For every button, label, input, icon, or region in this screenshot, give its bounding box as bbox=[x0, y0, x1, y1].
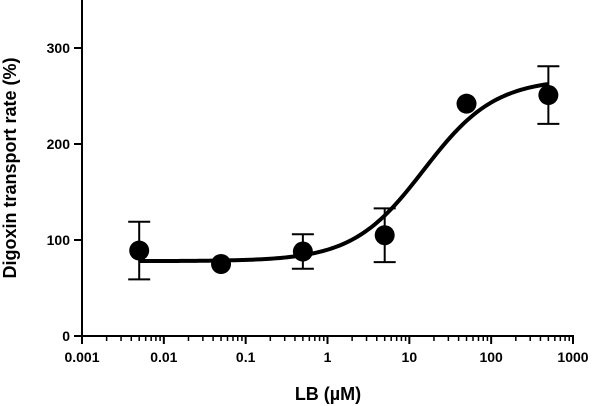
data-points bbox=[129, 85, 559, 274]
axes bbox=[81, 0, 574, 337]
x-tick-label: 100 bbox=[479, 349, 503, 365]
y-tick-label: 300 bbox=[47, 40, 71, 56]
y-tick-label: 100 bbox=[47, 232, 71, 248]
y-axis-ticks: 0 100 200 300 bbox=[47, 40, 82, 344]
data-point bbox=[292, 241, 313, 262]
x-tick-label: 0.001 bbox=[64, 349, 99, 365]
x-axis-ticks: 0.001 0.01 0.1 1 10 100 1000 bbox=[64, 336, 589, 365]
x-tick-label: 0.1 bbox=[236, 349, 256, 365]
data-point bbox=[538, 85, 559, 106]
x-tick-label: 10 bbox=[402, 349, 418, 365]
x-tick-label: 1000 bbox=[557, 349, 588, 365]
y-tick-label: 0 bbox=[62, 328, 70, 344]
x-tick-label: 1 bbox=[324, 349, 332, 365]
data-point bbox=[129, 240, 150, 261]
data-point bbox=[456, 93, 477, 114]
data-point bbox=[374, 225, 395, 246]
y-tick-label: 200 bbox=[47, 136, 71, 152]
x-axis-label: LB (µM) bbox=[295, 384, 361, 404]
y-axis-label: Digoxin transport rate (%) bbox=[0, 57, 20, 278]
fit-curve bbox=[139, 82, 549, 264]
x-tick-label: 0.01 bbox=[150, 349, 177, 365]
error-bars bbox=[128, 65, 560, 281]
data-point bbox=[211, 254, 232, 274]
